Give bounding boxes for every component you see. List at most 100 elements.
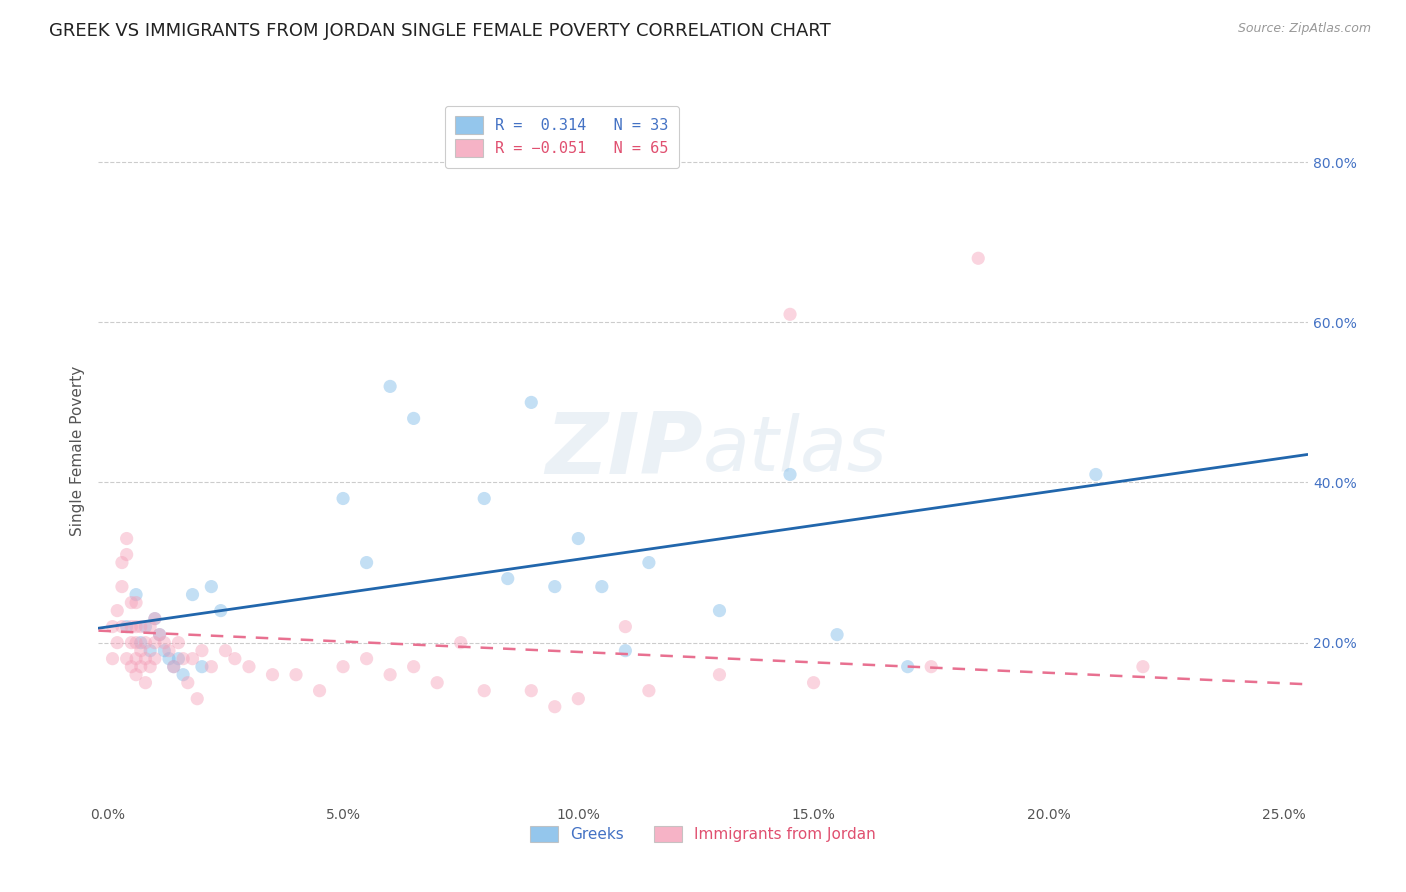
Point <box>134 675 156 690</box>
Point <box>967 252 990 266</box>
Point <box>520 683 543 698</box>
Point <box>332 491 354 506</box>
Point <box>157 651 180 665</box>
Point <box>614 619 637 633</box>
Point <box>191 643 214 657</box>
Point <box>191 659 214 673</box>
Point <box>139 659 162 673</box>
Point <box>638 683 661 698</box>
Point <box>238 659 260 673</box>
Point <box>1132 659 1154 673</box>
Point <box>143 612 166 626</box>
Point <box>285 667 308 681</box>
Point <box>356 556 378 570</box>
Point <box>472 491 495 506</box>
Point <box>567 691 589 706</box>
Point <box>139 619 162 633</box>
Point <box>378 667 401 681</box>
Point <box>111 580 134 594</box>
Point <box>120 596 142 610</box>
Point <box>111 619 134 633</box>
Point <box>129 643 152 657</box>
Point <box>125 635 148 649</box>
Point <box>520 395 543 409</box>
Y-axis label: Single Female Poverty: Single Female Poverty <box>69 366 84 535</box>
Point <box>209 604 232 618</box>
Point <box>129 659 152 673</box>
Point <box>181 651 204 665</box>
Point <box>120 635 142 649</box>
Point <box>544 580 567 594</box>
Text: atlas: atlas <box>703 414 887 487</box>
Point <box>125 588 148 602</box>
Point <box>172 651 194 665</box>
Point <box>472 683 495 698</box>
Point <box>1084 467 1107 482</box>
Point <box>544 699 567 714</box>
Point <box>825 627 848 641</box>
Point <box>125 619 148 633</box>
Point <box>803 675 825 690</box>
Point <box>157 643 180 657</box>
Point <box>139 643 162 657</box>
Point <box>402 411 425 425</box>
Point <box>134 651 156 665</box>
Point <box>591 580 613 594</box>
Point <box>143 635 166 649</box>
Legend: Greeks, Immigrants from Jordan: Greeks, Immigrants from Jordan <box>522 817 884 852</box>
Point <box>614 643 637 657</box>
Point <box>779 467 801 482</box>
Point <box>897 659 920 673</box>
Point <box>163 659 186 673</box>
Point <box>172 667 194 681</box>
Point <box>567 532 589 546</box>
Point <box>115 548 138 562</box>
Point <box>101 651 124 665</box>
Point <box>149 627 172 641</box>
Point <box>638 556 661 570</box>
Text: GREEK VS IMMIGRANTS FROM JORDAN SINGLE FEMALE POVERTY CORRELATION CHART: GREEK VS IMMIGRANTS FROM JORDAN SINGLE F… <box>49 22 831 40</box>
Point <box>426 675 449 690</box>
Point <box>186 691 208 706</box>
Point <box>450 635 472 649</box>
Point <box>129 635 152 649</box>
Point <box>120 659 142 673</box>
Point <box>125 667 148 681</box>
Point <box>262 667 284 681</box>
Point <box>308 683 330 698</box>
Point <box>167 651 190 665</box>
Point <box>115 651 138 665</box>
Point <box>129 619 152 633</box>
Point <box>163 659 186 673</box>
Point <box>153 635 176 649</box>
Point <box>115 532 138 546</box>
Point <box>200 659 222 673</box>
Point <box>143 612 166 626</box>
Point <box>125 596 148 610</box>
Point <box>709 667 731 681</box>
Point <box>143 651 166 665</box>
Point <box>709 604 731 618</box>
Point <box>134 635 156 649</box>
Point <box>200 580 222 594</box>
Point <box>332 659 354 673</box>
Point <box>920 659 942 673</box>
Point <box>224 651 246 665</box>
Point <box>214 643 236 657</box>
Point <box>125 651 148 665</box>
Point <box>167 635 190 649</box>
Point <box>101 619 124 633</box>
Point <box>153 643 176 657</box>
Point <box>149 627 172 641</box>
Point <box>111 556 134 570</box>
Text: ZIP: ZIP <box>546 409 703 492</box>
Point <box>181 588 204 602</box>
Point <box>120 619 142 633</box>
Text: Source: ZipAtlas.com: Source: ZipAtlas.com <box>1237 22 1371 36</box>
Point <box>105 604 128 618</box>
Point <box>134 619 156 633</box>
Point <box>105 635 128 649</box>
Point <box>779 307 801 321</box>
Point <box>115 619 138 633</box>
Point <box>356 651 378 665</box>
